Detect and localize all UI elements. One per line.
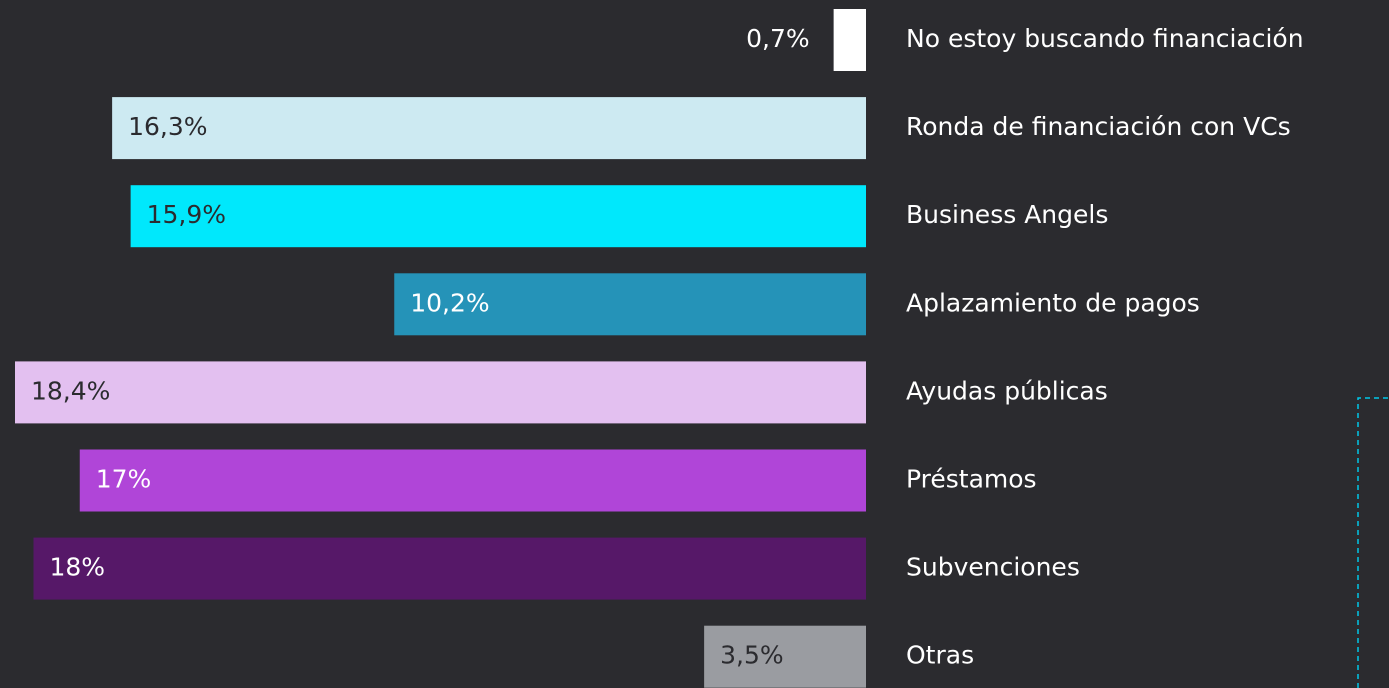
category-label: Aplazamiento de pagos bbox=[906, 288, 1200, 317]
bar bbox=[704, 625, 866, 688]
value-label: 3,5% bbox=[720, 641, 784, 670]
bar bbox=[112, 97, 866, 160]
category-label: No estoy buscando financiación bbox=[906, 24, 1304, 53]
category-label: Otras bbox=[906, 641, 974, 670]
value-label: 10,2% bbox=[410, 288, 489, 317]
value-label: 17% bbox=[96, 465, 152, 494]
category-label: Préstamos bbox=[906, 465, 1037, 494]
value-label: 18% bbox=[50, 553, 106, 582]
category-label: Ronda de financiación con VCs bbox=[906, 112, 1291, 141]
value-label: 16,3% bbox=[128, 112, 207, 141]
value-label: 15,9% bbox=[147, 200, 226, 229]
decor-dashed-line bbox=[1357, 397, 1389, 688]
category-label: Ayudas públicas bbox=[906, 376, 1108, 405]
bar bbox=[15, 361, 866, 424]
value-label: 0,7% bbox=[746, 24, 810, 53]
category-label: Subvenciones bbox=[906, 553, 1080, 582]
bar bbox=[33, 537, 866, 600]
value-label: 18,4% bbox=[31, 376, 110, 405]
bar bbox=[394, 273, 866, 336]
bar bbox=[833, 9, 866, 71]
category-label: Business Angels bbox=[906, 200, 1108, 229]
bar bbox=[79, 449, 866, 512]
bar bbox=[130, 185, 866, 248]
